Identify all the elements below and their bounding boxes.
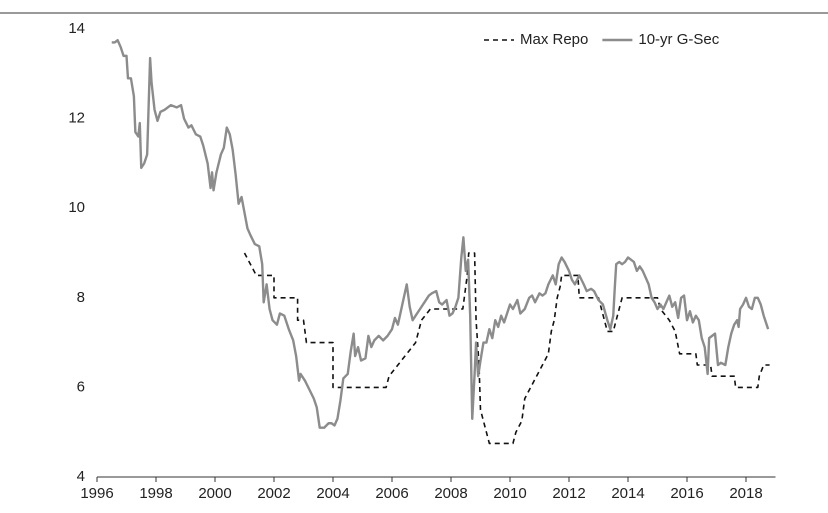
legend-label: 10-yr G-Sec: [638, 31, 719, 48]
y-tick-label: 10: [68, 199, 85, 216]
x-tick-label: 2012: [552, 485, 585, 502]
x-tick-label: 1996: [80, 485, 113, 502]
legend-label: Max Repo: [520, 31, 588, 48]
x-tick-label: 2014: [611, 485, 644, 502]
x-tick-label: 2010: [493, 485, 526, 502]
y-tick-label: 12: [68, 110, 85, 127]
y-tick-label: 4: [77, 468, 85, 485]
x-tick-label: 2000: [198, 485, 231, 502]
y-tick-label: 8: [77, 289, 85, 306]
x-tick-label: 2016: [670, 485, 703, 502]
y-tick-label: 14: [68, 20, 85, 37]
x-tick-label: 2018: [729, 485, 762, 502]
x-tick-label: 2004: [316, 485, 349, 502]
x-tick-label: 2008: [434, 485, 467, 502]
series-line: [111, 39, 770, 429]
x-tick-label: 1998: [139, 485, 172, 502]
x-tick-label: 2002: [257, 485, 290, 502]
x-tick-label: 2006: [375, 485, 408, 502]
y-tick-label: 6: [77, 378, 85, 395]
series-line: [243, 252, 770, 445]
